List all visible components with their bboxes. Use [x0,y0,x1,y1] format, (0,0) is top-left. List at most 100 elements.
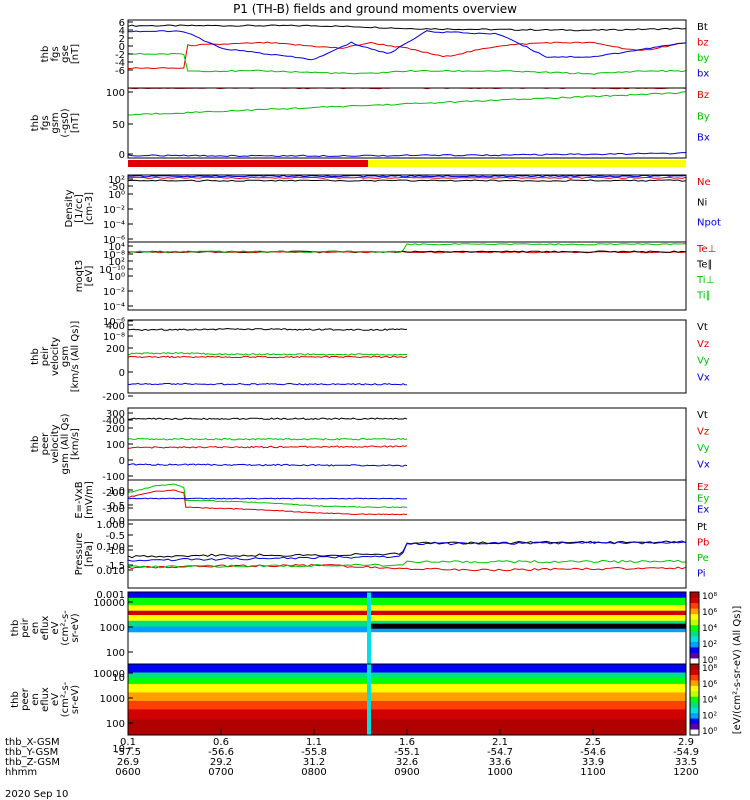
legend-entry: bz [697,38,709,49]
y-axis-label-line: thb [30,348,41,365]
colorbar-swatch [690,707,699,714]
y-axis-label-line: (cm²-s- [60,681,71,717]
date-label: 2020 Sep 10 [5,789,68,800]
y-tick-label: 6 [119,18,125,29]
legend-entry: Vt [697,410,708,421]
x-tick-label: 1200 [673,767,698,778]
y-tick-label: -6 [115,66,125,77]
x-tick-label: 0.1 [120,737,136,748]
x-tick-label: -55.1 [394,747,420,758]
series-fgs-gse-by [127,52,687,75]
panel-peir-spec: 10000 1000 100 10 thb peir en eflux eV (cm²-s-sr-… [10,591,687,684]
y-tick-label: 0.5 [109,501,125,512]
x-tick-label: -57.5 [115,747,141,758]
y-axis-label-line: [nPa] [84,541,95,567]
legend-entry: Bx [697,133,710,144]
colorbar-swatch [690,718,699,725]
y-tick-label: 0 [119,368,125,379]
y-axis-label-line: peer [40,432,51,456]
colorbar-tick-label: 10² [702,711,717,721]
colorbar-swatch [690,669,699,676]
y-tick-label: -2 [115,50,125,61]
y-axis-label-line: [km/s] [70,428,81,460]
legend-entry: Vx [697,460,710,471]
spectrogram-band [128,700,686,710]
y-axis-label-line: Pressure [74,533,85,576]
y-axis-label-line: gse [60,45,71,63]
y-axis-label-line: [nT] [70,113,81,133]
colorbar-tick-label: 10⁴ [702,696,717,706]
y-tick-label: -200 [102,392,125,403]
y-axis-label-line: eV [50,693,61,706]
y-axis-label-line: [mV/m] [84,481,95,519]
y-axis-label-line: peer [20,687,31,711]
spectrogram-band [128,626,686,633]
y-tick-label: 10⁻⁸ [103,250,125,261]
panel-frame [127,319,687,394]
x-tick-label: 1000 [487,767,512,778]
colorbar-tick-label: 10⁸ [702,592,717,602]
spectrogram-band [128,664,686,674]
y-tick-label: 10⁴ [108,242,125,253]
spectrogram-band [128,592,686,599]
legend-entry: Te⊥ [696,244,716,255]
colorbar-swatch [690,647,699,654]
y-axis-label-line: en [30,622,41,635]
colorbar-swatch [690,641,699,648]
series-peir-vel-Vy [128,351,408,356]
colorbar-tick-label: 10⁶ [702,608,717,618]
legend-entry: Te∥ [696,260,713,271]
spectrogram-band [128,597,686,606]
series-density-Ni [127,179,687,182]
spectrogram-band [128,604,686,612]
x-tick-label: 29.2 [210,757,232,768]
legend-entry: Pi [697,569,706,580]
y-axis-label-line: [cm-3] [84,192,95,225]
y-axis-label-line: (cm²-s- [60,610,71,646]
series-peer-vel-Vy [127,437,408,441]
colorbar-swatch [690,592,699,599]
x-tick-label: 0800 [301,767,326,778]
series-density-Ne [128,176,687,180]
panel-frame [127,19,687,89]
colorbar-swatch [690,664,699,670]
y-tick-label: 400 [106,321,125,332]
y-tick-label: 10⁰ [108,272,125,283]
y-axis-label-line: thb [30,115,41,132]
y-axis-label-line: thb [40,46,51,63]
colorbar-swatch [690,597,699,604]
y-tick-label: 10000 [93,598,125,609]
y-tick-label: 10⁻⁴ [103,220,125,231]
mode-bar-fast [368,160,686,167]
y-tick-label: 0.001 [96,590,125,601]
legend-entry: Vz [697,427,709,438]
colorbar-tick-label: 10⁴ [702,624,717,634]
y-tick-label: 10⁻⁴ [103,302,125,313]
y-tick-label: -100 [102,472,125,483]
colorbar-frame [689,663,700,736]
spectrogram-band [128,610,686,616]
y-axis-label-line: gsm [50,112,61,133]
panel-fgs-gsm: 100 50 0 -50 thb fgs gsm (-gs0) [nT] Bz By Bx [30,87,710,193]
series-fgs-gsm-By [128,91,687,116]
colorbar-swatch [690,630,699,637]
colorbar-swatch [690,603,699,610]
series-fgs-gse-bx [127,30,687,61]
series-efield-Ez [127,489,408,516]
legend-entry: bx [697,69,709,80]
y-axis-label-line: gsm (All Qs) [60,413,71,474]
y-tick-label: 300 [106,409,125,420]
spectrogram-band [128,678,686,685]
panel-peir-vel: 400 200 0 -200 -400 thb peir velocity gsm [km/s (… [30,319,710,427]
legend-entry: Ey [697,493,709,504]
x-tick-label: 32.6 [396,757,418,768]
x-tick-label: 1100 [580,767,605,778]
colorbar-tick-label: 10² [702,640,717,650]
spectrogram-spike [367,592,371,664]
y-tick-label: 10 [112,673,125,684]
y-axis-label-line: [1/cc] [74,194,85,223]
colorbar-swatch [690,608,699,615]
